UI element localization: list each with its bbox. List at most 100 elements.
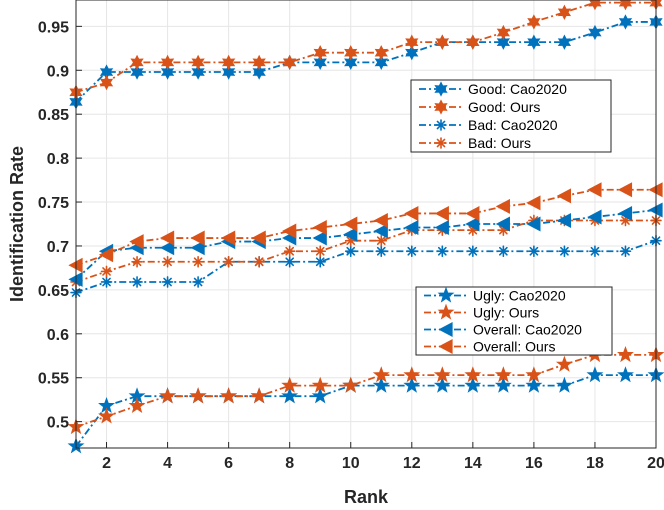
x-tick-label: 18 bbox=[586, 455, 604, 472]
data-point bbox=[527, 34, 541, 50]
legend-entry: Good: Ours bbox=[419, 99, 540, 115]
data-point bbox=[589, 245, 601, 258]
data-point bbox=[557, 34, 572, 50]
data-point bbox=[497, 245, 510, 258]
x-tick-label: 6 bbox=[224, 455, 233, 472]
data-point bbox=[465, 205, 480, 221]
y-tick-label: 0.7 bbox=[47, 239, 69, 256]
data-point bbox=[526, 216, 541, 232]
data-point bbox=[283, 255, 296, 268]
data-point bbox=[98, 407, 115, 424]
data-point bbox=[495, 198, 510, 214]
data-point bbox=[190, 240, 205, 256]
data-point bbox=[374, 54, 388, 71]
data-point bbox=[222, 64, 236, 80]
data-point bbox=[253, 255, 265, 268]
data-point bbox=[588, 24, 602, 41]
data-point bbox=[525, 376, 543, 393]
data-point bbox=[617, 205, 633, 221]
data-point bbox=[160, 54, 175, 71]
data-point bbox=[192, 255, 204, 268]
x-axis-label: Rank bbox=[344, 487, 389, 507]
legend-marker bbox=[434, 99, 448, 115]
data-point bbox=[312, 220, 327, 236]
y-tick-label: 0.9 bbox=[47, 63, 69, 80]
data-point bbox=[191, 54, 205, 71]
legend-label: Bad: Cao2020 bbox=[468, 117, 558, 133]
data-point bbox=[343, 216, 358, 232]
data-point bbox=[557, 4, 572, 20]
data-point bbox=[495, 216, 510, 232]
series-overall-ours bbox=[68, 182, 663, 273]
data-point bbox=[160, 64, 175, 80]
data-point bbox=[617, 182, 633, 198]
data-point bbox=[251, 230, 266, 246]
data-point bbox=[222, 255, 235, 268]
legend-entry: Ugly: Ours bbox=[424, 303, 539, 321]
legends: Good: Cao2020 Good: Ours Bad: Cao2020 Bad: … bbox=[410, 79, 613, 356]
data-point bbox=[433, 376, 451, 393]
data-point bbox=[465, 216, 480, 232]
series-layer bbox=[67, 0, 664, 454]
y-tick-label: 0.5 bbox=[47, 415, 69, 432]
data-point bbox=[161, 255, 174, 268]
data-point bbox=[496, 34, 510, 50]
data-point bbox=[528, 245, 540, 258]
legend-marker bbox=[435, 119, 447, 131]
data-point bbox=[618, 14, 633, 30]
data-point bbox=[192, 276, 204, 288]
x-tick-label: 10 bbox=[342, 455, 360, 472]
y-tick-label: 0.6 bbox=[47, 327, 69, 344]
data-point bbox=[526, 195, 541, 211]
data-point bbox=[159, 387, 177, 404]
legend-entry: Bad: Ours bbox=[419, 135, 531, 151]
legend-marker bbox=[438, 322, 453, 337]
legend-label: Overall: Ours bbox=[473, 339, 555, 355]
legend-marker bbox=[434, 81, 448, 97]
data-point bbox=[314, 255, 327, 268]
x-tick-label: 20 bbox=[647, 455, 664, 472]
data-point bbox=[467, 245, 479, 258]
data-point bbox=[618, 0, 633, 11]
data-point bbox=[252, 64, 266, 80]
data-point bbox=[220, 387, 238, 404]
data-point bbox=[130, 64, 144, 80]
data-point bbox=[433, 366, 451, 383]
legend-entry: Good: Cao2020 bbox=[419, 81, 567, 97]
data-point bbox=[525, 366, 543, 383]
y-tick-label: 0.75 bbox=[38, 195, 69, 212]
data-point bbox=[434, 220, 449, 236]
data-point bbox=[373, 223, 388, 239]
data-point bbox=[190, 230, 205, 246]
legend-label: Ugly: Ours bbox=[473, 305, 539, 321]
data-point bbox=[556, 188, 572, 204]
data-point bbox=[313, 54, 327, 71]
data-point bbox=[98, 247, 114, 263]
data-point bbox=[588, 0, 602, 11]
data-point bbox=[189, 387, 207, 404]
y-axis-label: Identification Rate bbox=[7, 146, 27, 302]
data-point bbox=[159, 240, 175, 256]
data-point bbox=[344, 54, 358, 71]
data-point bbox=[404, 220, 419, 236]
series-good-ours bbox=[69, 0, 663, 100]
data-point bbox=[131, 255, 143, 268]
data-point bbox=[619, 245, 632, 258]
data-point bbox=[556, 212, 572, 228]
data-point bbox=[405, 34, 419, 50]
data-point bbox=[100, 276, 113, 288]
data-point bbox=[191, 64, 205, 80]
data-point bbox=[436, 245, 449, 258]
data-point bbox=[283, 54, 297, 71]
legend-entry: Bad: Cao2020 bbox=[419, 117, 558, 133]
tick-labels: 2 4 6 8 10 12 14 16 18 20 0.5 0.55 0.6 0.65 0.7 0.75 0.8… bbox=[38, 19, 664, 472]
series-line bbox=[75, 353, 656, 428]
data-point bbox=[405, 45, 419, 61]
x-tick-label: 8 bbox=[285, 455, 294, 472]
legend-label: Overall: Cao2020 bbox=[473, 322, 582, 338]
y-tick-label: 0.8 bbox=[47, 151, 69, 168]
legend-entry: Overall: Ours bbox=[424, 339, 555, 355]
data-point bbox=[281, 376, 299, 393]
data-point bbox=[342, 376, 360, 393]
